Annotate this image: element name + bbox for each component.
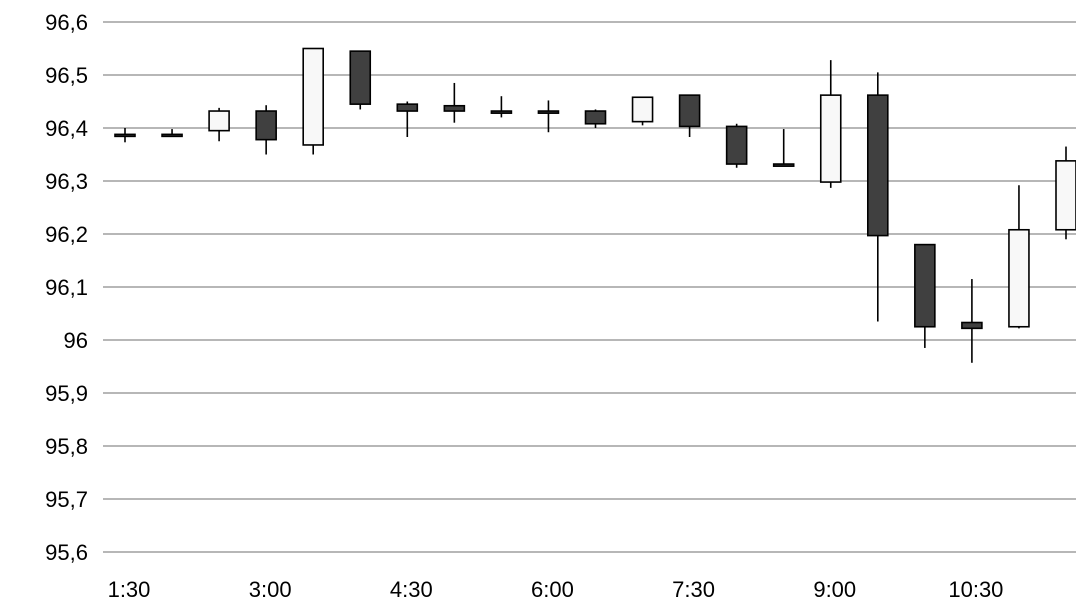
candle-body-down [537,110,560,114]
x-tick-label: 3:00 [249,577,292,602]
candle-body-up [1008,228,1030,328]
x-tick-label: 7:30 [672,577,715,602]
candle-body-down [678,94,701,128]
y-tick-label: 96,6 [45,10,88,35]
candle-body-down [866,94,889,237]
candle-body-down [772,163,795,167]
candle-body-down [114,133,136,138]
x-tick-label: 10:30 [948,577,1003,602]
x-tick-label: 6:00 [531,577,574,602]
candle-body-down [349,50,372,105]
y-tick-label: 96,5 [45,63,88,88]
y-tick-label: 96,2 [45,222,88,247]
y-tick-label: 95,9 [45,381,88,406]
x-tick-label: 9:00 [813,577,856,602]
y-tick-label: 96,1 [45,275,88,300]
x-axis-tick-labels: 1:30 3:00 4:30 6:00 7:30 9:00 10:30 [108,577,1004,602]
y-tick-label: 95,7 [45,487,88,512]
y-tick-label: 96 [64,328,88,353]
candle-body-down [443,104,466,112]
y-tick-label: 95,6 [45,540,88,565]
y-tick-label: 96,3 [45,169,88,194]
x-tick-label: 4:30 [390,577,433,602]
candle-bodies [114,47,1076,330]
x-tick-label: 1:30 [108,577,151,602]
candle-body-up [631,96,654,123]
candle-body-down [725,125,748,165]
candle-body-down [490,110,513,114]
candle-body-down [255,110,277,141]
candle-body-up [208,110,230,132]
y-tick-label: 95,8 [45,434,88,459]
candle-body-down [161,133,183,138]
candle-body-up [1055,160,1076,231]
candle-body-down [584,110,607,125]
candle-body-up [819,94,842,183]
y-tick-label: 96,4 [45,116,88,141]
y-axis-tick-labels: 96,6 96,5 96,4 96,3 96,2 96,1 96 95,9 95,8 95,7 95… [45,10,88,565]
candle-body-down [961,321,983,330]
candle-body-down [396,103,419,112]
candle-body-up [302,47,325,146]
candle-body-down [914,243,936,328]
